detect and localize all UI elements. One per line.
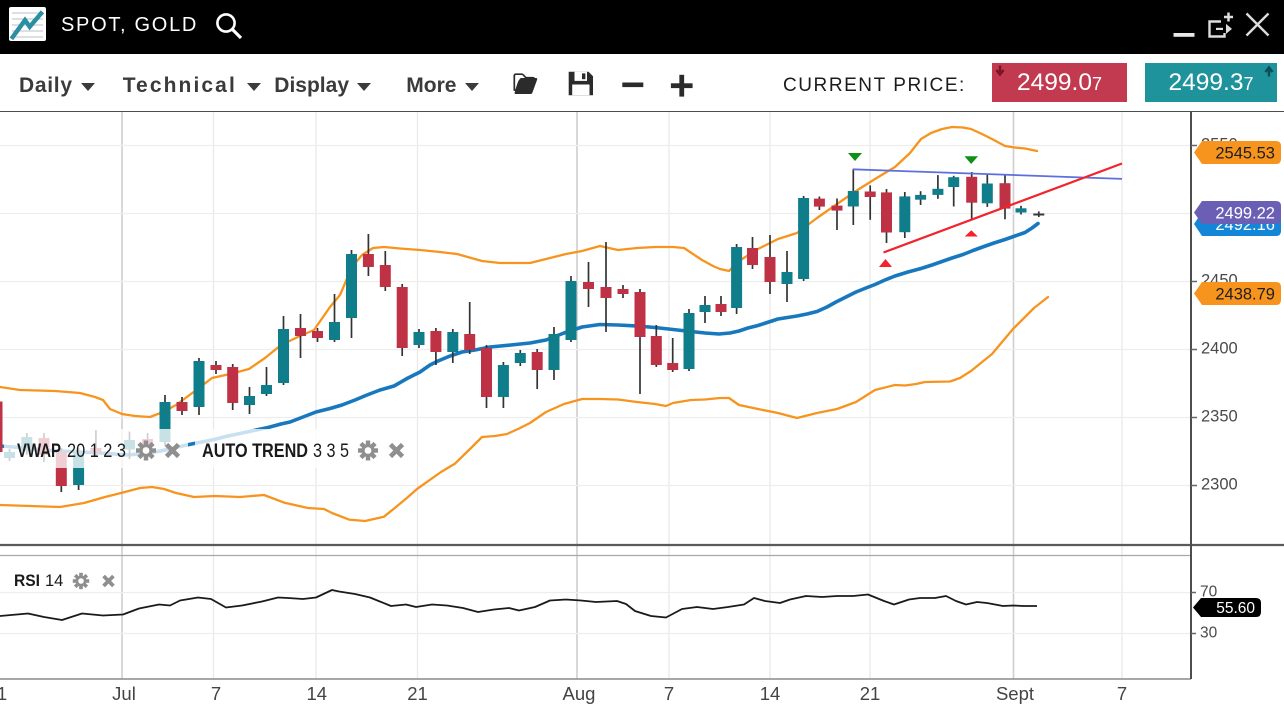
- svg-text:7: 7: [1117, 683, 1127, 704]
- svg-text:70: 70: [1200, 584, 1218, 601]
- svg-text:14: 14: [760, 683, 781, 704]
- svg-text:7: 7: [664, 683, 674, 704]
- svg-text:2300: 2300: [1201, 476, 1238, 494]
- svg-text:AUTO TREND: AUTO TREND: [202, 440, 308, 462]
- svg-text:7: 7: [211, 683, 221, 704]
- svg-text:2400: 2400: [1201, 340, 1238, 358]
- svg-text:Jul: Jul: [112, 683, 136, 704]
- svg-text:Aug: Aug: [563, 683, 596, 704]
- svg-text:2545.53: 2545.53: [1215, 144, 1275, 162]
- svg-text:1: 1: [0, 683, 7, 704]
- svg-text:20 1 2 3: 20 1 2 3: [67, 440, 126, 462]
- svg-text:30: 30: [1200, 625, 1218, 642]
- svg-text:VWAP: VWAP: [17, 440, 61, 462]
- svg-text:2438.79: 2438.79: [1215, 285, 1275, 303]
- svg-text:14: 14: [45, 572, 63, 590]
- svg-text:21: 21: [407, 683, 428, 704]
- svg-text:55.60: 55.60: [1216, 600, 1255, 617]
- svg-text:Sept: Sept: [996, 683, 1034, 704]
- svg-text:21: 21: [860, 683, 881, 704]
- svg-text:RSI: RSI: [14, 572, 40, 590]
- svg-text:14: 14: [307, 683, 328, 704]
- svg-text:2499.22: 2499.22: [1215, 204, 1275, 222]
- svg-text:3 3 5: 3 3 5: [313, 440, 349, 462]
- svg-text:2350: 2350: [1201, 408, 1238, 426]
